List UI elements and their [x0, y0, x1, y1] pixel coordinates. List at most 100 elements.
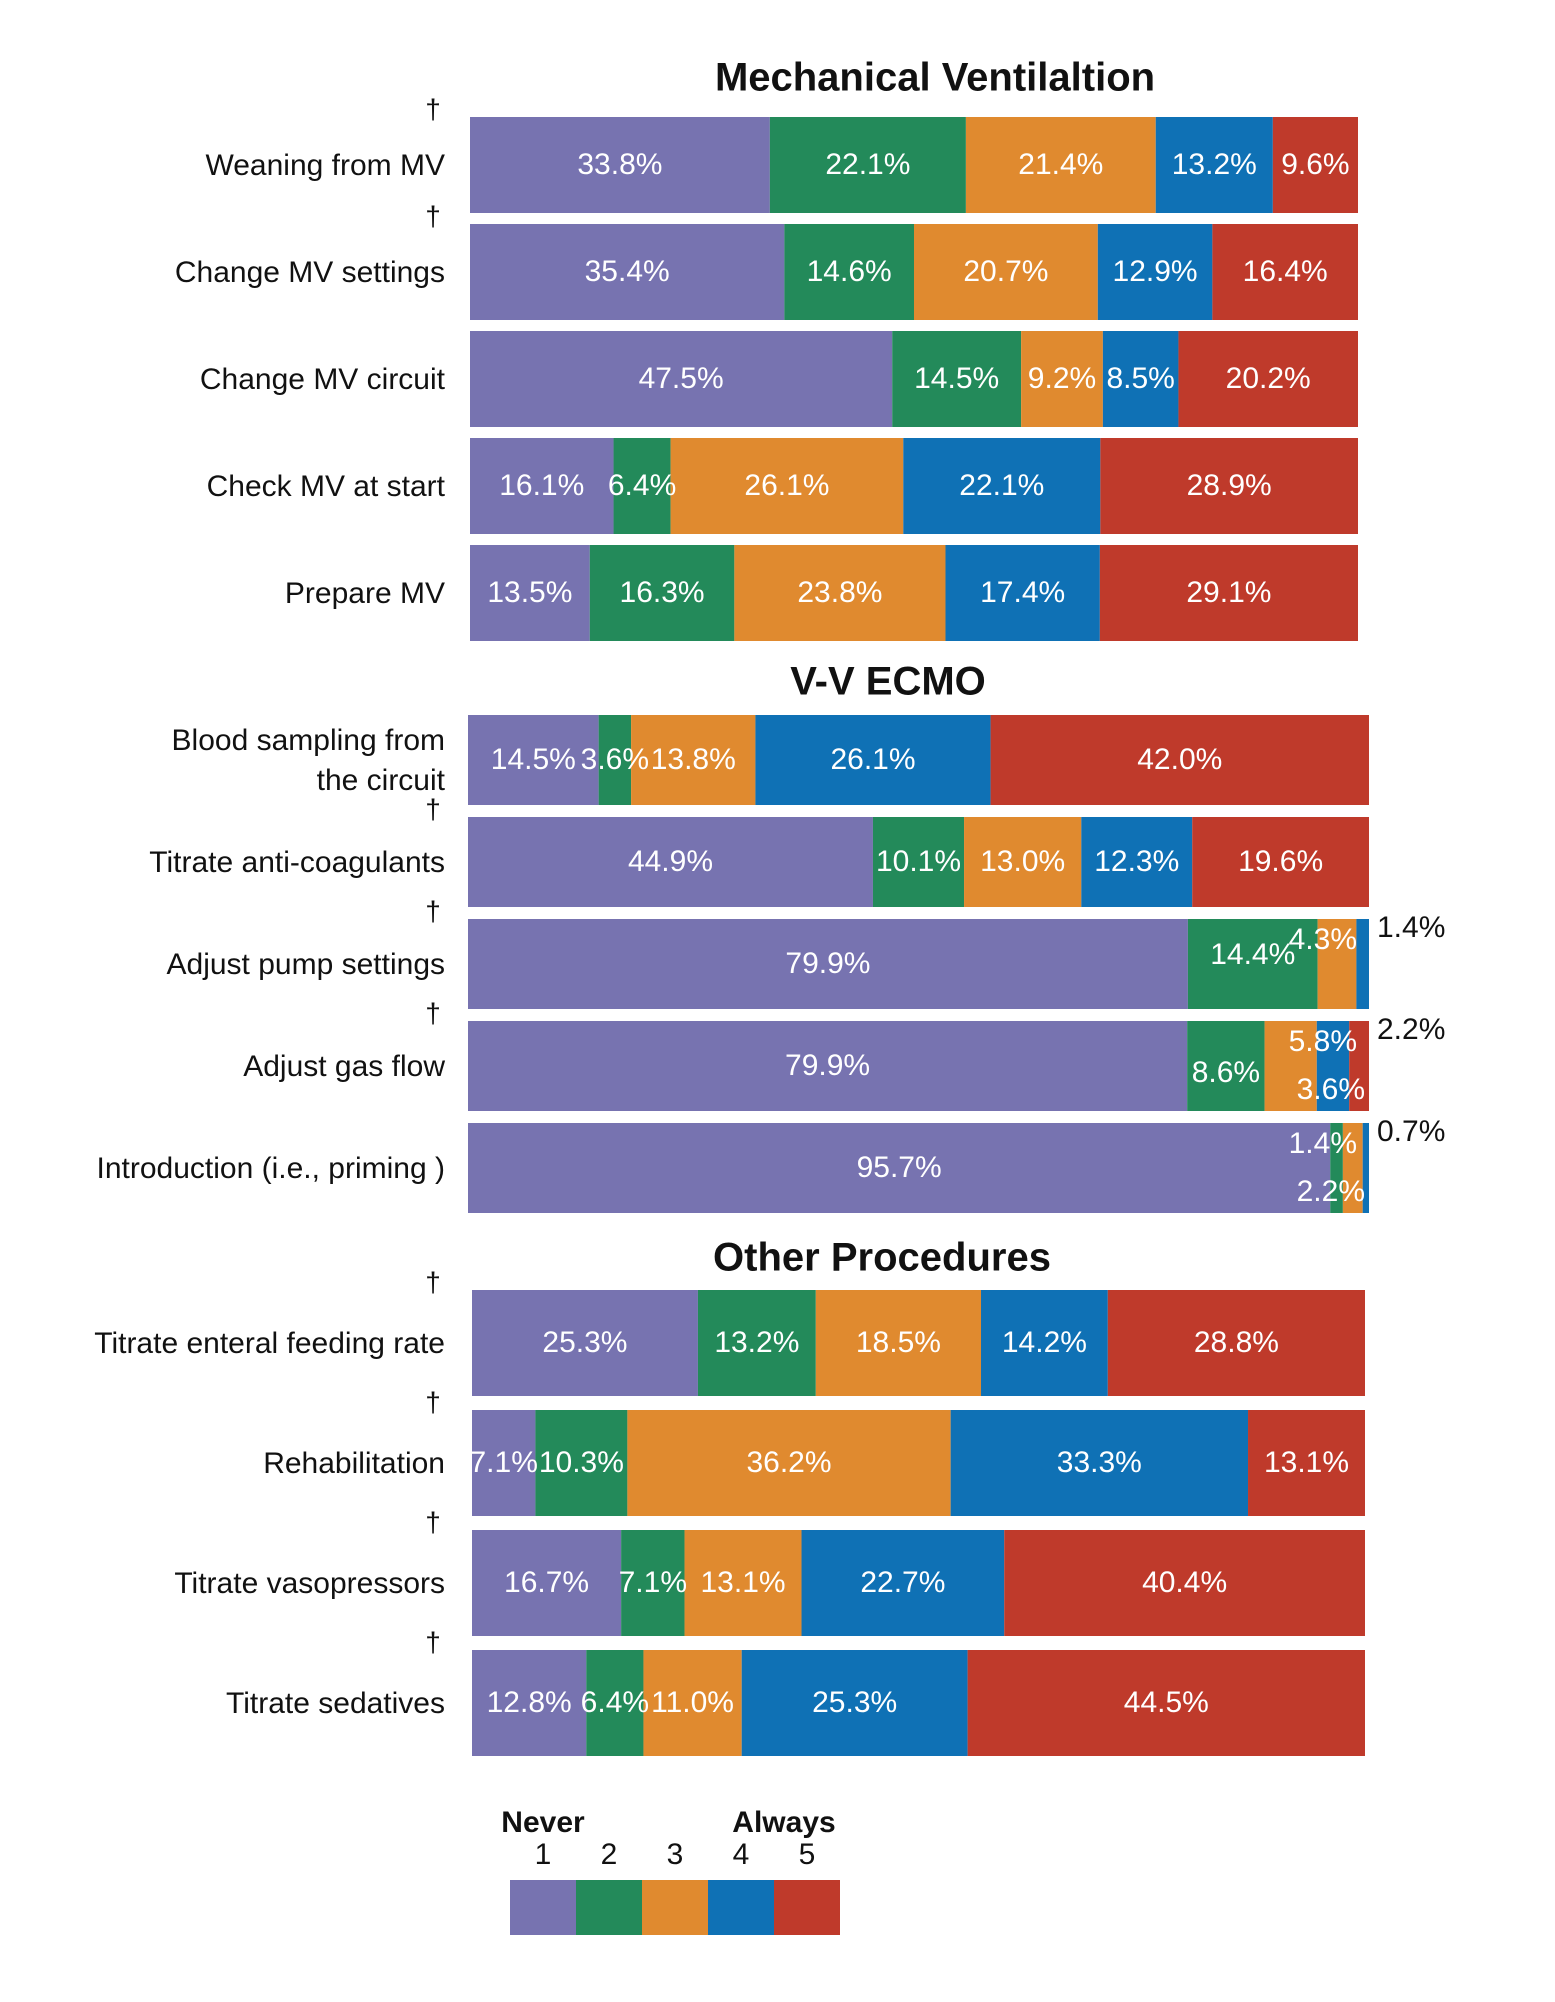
data-label: 13.0%	[980, 845, 1065, 878]
bar-segment	[945, 545, 1100, 641]
data-label: 19.6%	[1238, 845, 1323, 878]
row-label: Titrate anti-coagulants	[149, 846, 445, 879]
dagger-marker: †	[425, 793, 441, 824]
bar-segment	[1187, 1021, 1265, 1111]
bar-segment	[903, 438, 1101, 534]
data-label: 16.3%	[620, 576, 705, 609]
data-label: 3.6%	[581, 743, 649, 776]
bar-segment	[470, 224, 785, 320]
bar-segment	[670, 438, 904, 534]
data-label: 22.1%	[825, 148, 910, 181]
bar-segment	[535, 1410, 628, 1516]
data-label: 36.2%	[746, 1446, 831, 1479]
row-label: Check MV at start	[207, 470, 446, 503]
bar-segment	[1102, 331, 1179, 427]
legend-level-label: 4	[733, 1838, 750, 1871]
bar-segment	[755, 715, 991, 805]
data-label: 29.1%	[1186, 576, 1271, 609]
data-label: 21.4%	[1018, 148, 1103, 181]
data-label: 7.1%	[470, 1446, 538, 1479]
data-label: 26.1%	[830, 743, 915, 776]
bar-segment	[1097, 224, 1213, 320]
bar-segment	[1192, 817, 1369, 907]
dagger-marker: †	[425, 895, 441, 926]
bar-segment	[1187, 919, 1318, 1009]
data-label: 14.5%	[491, 743, 576, 776]
bar-segment	[472, 1650, 587, 1756]
data-label: 35.4%	[585, 255, 670, 288]
bar-segment	[468, 1021, 1188, 1111]
bar-segment	[1349, 1021, 1369, 1111]
data-label: 13.1%	[1264, 1446, 1349, 1479]
legend-level-label: 5	[799, 1838, 816, 1871]
data-label: 0.7%	[1377, 1115, 1445, 1148]
legend-swatch	[576, 1880, 642, 1935]
bar-segment	[1264, 1021, 1317, 1111]
bar-segment	[470, 545, 590, 641]
data-label: 40.4%	[1142, 1566, 1227, 1599]
bar-segment	[472, 1530, 622, 1636]
data-label: 6.4%	[581, 1686, 649, 1719]
row-label: Prepare MV	[285, 577, 445, 610]
bar-segment	[741, 1650, 968, 1756]
data-label: 79.9%	[785, 1049, 870, 1082]
data-label: 8.5%	[1106, 362, 1174, 395]
bar-segment	[784, 224, 914, 320]
bar-segment	[598, 715, 632, 805]
bar-segment	[472, 1410, 536, 1516]
data-label: 18.5%	[856, 1326, 941, 1359]
data-label: 16.1%	[499, 469, 584, 502]
bar-segment	[1004, 1530, 1365, 1636]
data-label: 79.9%	[785, 947, 870, 980]
panel-title: Mechanical Ventilaltion	[715, 56, 1155, 100]
bar-segment	[627, 1410, 951, 1516]
bar-segment	[613, 438, 671, 534]
dagger-marker: †	[425, 1506, 441, 1537]
data-label: 1.4%	[1377, 911, 1445, 944]
bar-segment	[1316, 1021, 1350, 1111]
data-label: 13.5%	[487, 576, 572, 609]
data-label: 22.7%	[860, 1566, 945, 1599]
bar-segment	[586, 1650, 644, 1756]
bar-segment	[734, 545, 946, 641]
panel-title: V-V ECMO	[790, 660, 986, 704]
row-label: Change MV circuit	[200, 363, 446, 396]
data-label: 9.6%	[1281, 148, 1349, 181]
bar-segment	[1342, 1123, 1363, 1213]
bar-segment	[964, 817, 1082, 907]
data-label: 12.8%	[487, 1686, 572, 1719]
data-label: 44.5%	[1124, 1686, 1209, 1719]
bar-segment	[1021, 331, 1103, 427]
data-label: 17.4%	[980, 576, 1065, 609]
bar-segment	[621, 1530, 685, 1636]
bar-segment	[1330, 1123, 1343, 1213]
bar-segment	[697, 1290, 816, 1396]
panel-title: Other Procedures	[713, 1236, 1051, 1280]
row-label: Blood sampling from	[172, 724, 445, 757]
bar-segment	[990, 715, 1369, 805]
data-label: 14.6%	[807, 255, 892, 288]
data-label: 13.1%	[700, 1566, 785, 1599]
data-label: 13.2%	[1172, 148, 1257, 181]
legend-level-label: 3	[667, 1838, 684, 1871]
data-label: 28.8%	[1194, 1326, 1279, 1359]
row-label: Titrate vasopressors	[174, 1567, 445, 1600]
data-label: 33.3%	[1057, 1446, 1142, 1479]
dagger-marker: †	[425, 1266, 441, 1297]
bar-segment	[965, 117, 1156, 213]
bar-segment	[468, 817, 873, 907]
legend-swatch	[774, 1880, 840, 1935]
data-label: 5.8%	[1289, 1025, 1357, 1058]
data-label: 2.2%	[1297, 1175, 1365, 1208]
data-label: 20.7%	[963, 255, 1048, 288]
row-label: Change MV settings	[175, 256, 445, 289]
data-label: 14.5%	[914, 362, 999, 395]
bar-segment	[1107, 1290, 1365, 1396]
row-label: Weaning from MV	[205, 149, 445, 182]
bar-segment	[643, 1650, 742, 1756]
bar-segment	[468, 919, 1188, 1009]
bar-segment	[769, 117, 966, 213]
bar-segment	[892, 331, 1022, 427]
bar-segment	[470, 438, 614, 534]
